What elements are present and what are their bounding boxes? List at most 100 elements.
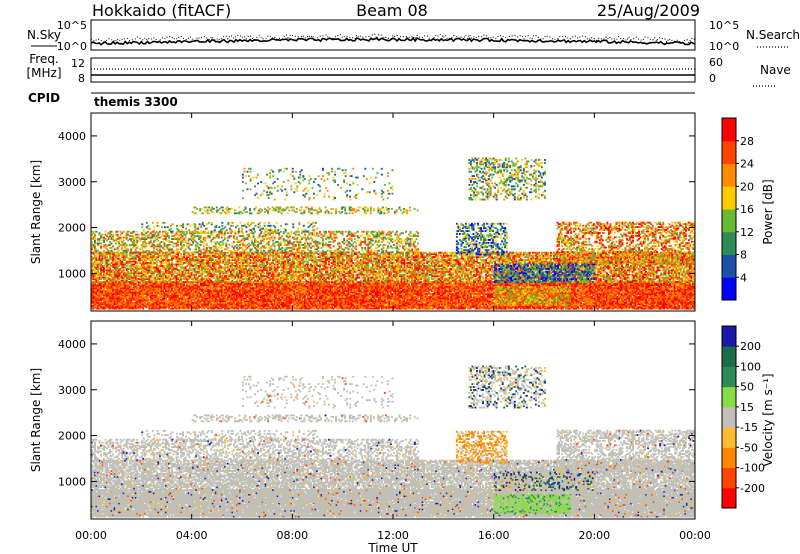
power-cell [94, 306, 96, 309]
power-cell [97, 291, 99, 294]
power-cell [107, 291, 110, 294]
power-cell [101, 298, 104, 301]
power-cell [183, 290, 186, 292]
power-cell [192, 298, 195, 301]
power-cell [116, 284, 119, 287]
power-cell [149, 291, 152, 294]
power-cell [186, 290, 189, 292]
power-cell [175, 291, 178, 294]
power-cell [183, 303, 186, 306]
power-cell [149, 307, 152, 310]
power-cell [160, 285, 163, 288]
power-cell [148, 304, 151, 307]
power-cell [202, 284, 205, 287]
power-cell [148, 295, 151, 298]
power-cell [166, 304, 169, 307]
power-cell [101, 307, 104, 310]
power-cell [98, 304, 101, 307]
power-cell [169, 290, 172, 292]
power-cell [142, 295, 145, 298]
power-cell [186, 301, 189, 304]
power-cell [100, 282, 102, 285]
noise-search-trace [90, 33, 696, 44]
power-cell [95, 303, 98, 306]
power-cell [118, 298, 121, 301]
power-cell [172, 300, 175, 303]
power-cell [95, 294, 98, 297]
power-cell [168, 297, 170, 300]
power-cell [186, 307, 189, 310]
power-cell [91, 288, 93, 291]
power-cell [154, 290, 157, 292]
power-cell [157, 298, 160, 301]
power-cell [195, 294, 198, 297]
cpid-label: CPID [28, 91, 60, 105]
power-cell [107, 294, 110, 297]
power-cell [175, 287, 178, 290]
power-cell [160, 291, 163, 294]
power-cell [128, 306, 131, 309]
power-cell [109, 290, 112, 292]
power-cell [154, 285, 157, 288]
power-cell [175, 290, 178, 292]
power-cell [177, 290, 179, 292]
power-cell [192, 303, 195, 306]
power-cell [163, 291, 166, 294]
power-cell [134, 303, 137, 306]
power-cell [202, 295, 205, 298]
power-cell [140, 304, 143, 307]
power-cell [190, 304, 193, 307]
power-cell [125, 291, 128, 294]
power-cell [152, 285, 155, 288]
power-cell [128, 291, 131, 294]
power-cell [145, 288, 148, 291]
power-cell [154, 284, 157, 287]
power-cell [157, 291, 160, 294]
power-cell [178, 285, 181, 288]
power-cell [106, 293, 109, 295]
power-cell [124, 297, 127, 300]
power-cell [168, 295, 170, 298]
power-cell [202, 291, 205, 294]
power-cell [181, 282, 184, 285]
power-cell [193, 295, 196, 298]
power-cell [164, 293, 167, 295]
power-cell [154, 304, 157, 307]
power-cell [175, 298, 178, 301]
power-cell [154, 297, 157, 300]
power-cell [183, 288, 186, 291]
power-cell [116, 300, 119, 303]
power-cell [145, 290, 148, 292]
freq-left-tick-top: 12 [71, 57, 85, 70]
power-cell [106, 288, 109, 291]
power-cell [164, 282, 167, 285]
power-cell [204, 288, 207, 291]
power-cell [174, 307, 176, 310]
power-cell [91, 301, 93, 304]
power-cell [158, 282, 161, 285]
power-cell [192, 282, 195, 285]
power-cell [201, 295, 204, 298]
power-cell [171, 297, 173, 300]
power-cell [155, 290, 158, 292]
power-cell [107, 284, 110, 287]
power-cell [157, 284, 160, 287]
power-cell [169, 295, 172, 298]
power-cell [195, 307, 198, 310]
power-cell [160, 307, 163, 310]
power-cell [121, 298, 124, 301]
power-cell [109, 282, 112, 285]
power-cell [181, 304, 184, 307]
power-cell [149, 297, 152, 300]
power-cell [189, 288, 192, 291]
power-cell [142, 298, 145, 301]
power-cell [145, 300, 148, 303]
power-cell [112, 288, 115, 291]
power-cell [134, 301, 137, 304]
power-cell [107, 295, 110, 298]
power-cell [112, 290, 115, 292]
power-cell [97, 285, 99, 288]
power-cell [171, 294, 173, 297]
power-cell [116, 306, 119, 309]
power-cell [107, 304, 110, 307]
